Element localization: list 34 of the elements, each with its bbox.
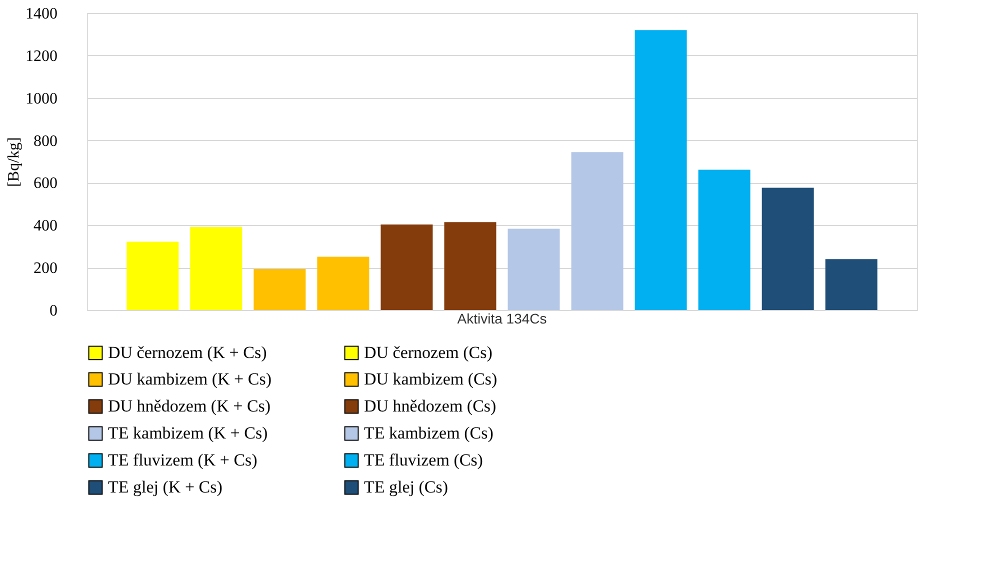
bar bbox=[254, 269, 306, 310]
legend-label: DU kambizem (Cs) bbox=[364, 370, 498, 388]
bar bbox=[762, 188, 814, 310]
legend-label: TE glej (K + Cs) bbox=[108, 478, 222, 496]
legend-label: TE kambizem (Cs) bbox=[364, 424, 494, 442]
legend-label: DU kambizem (K + Cs) bbox=[108, 370, 272, 388]
bar bbox=[317, 256, 370, 310]
y-tick-label: 600 bbox=[34, 175, 58, 192]
bar bbox=[571, 152, 624, 310]
bar bbox=[190, 227, 242, 310]
y-tick-label: 1000 bbox=[26, 90, 58, 108]
y-axis-title: [Bq/kg] bbox=[6, 137, 22, 187]
x-tick-label: Aktivita 134Cs bbox=[457, 310, 547, 326]
bar bbox=[698, 170, 750, 310]
legend-label: DU černozem (K + Cs) bbox=[108, 342, 267, 362]
bar bbox=[634, 30, 687, 310]
y-tick-label: 1200 bbox=[26, 48, 58, 65]
legend-label: TE kambizem (K + Cs) bbox=[108, 424, 268, 442]
bar bbox=[126, 242, 179, 310]
legend-label: DU hnědozem (K + Cs) bbox=[108, 396, 271, 416]
bar bbox=[444, 222, 496, 310]
legend-label: TE glej (Cs) bbox=[364, 478, 448, 496]
legend-label: DU hnědozem (Cs) bbox=[364, 396, 496, 416]
y-tick-label: 1400 bbox=[26, 6, 58, 22]
bar bbox=[508, 228, 560, 310]
bar bbox=[380, 224, 433, 310]
y-tick-label: 200 bbox=[34, 260, 58, 278]
legend-label: TE fluvizem (K + Cs) bbox=[108, 450, 258, 470]
legend-label: DU černozem (Cs) bbox=[364, 342, 492, 362]
y-tick-label: 800 bbox=[34, 132, 58, 150]
legend-label: TE fluvizem (Cs) bbox=[364, 450, 483, 470]
bar bbox=[825, 259, 878, 310]
y-tick-label: 400 bbox=[34, 218, 58, 235]
y-tick-label: 0 bbox=[50, 302, 58, 320]
